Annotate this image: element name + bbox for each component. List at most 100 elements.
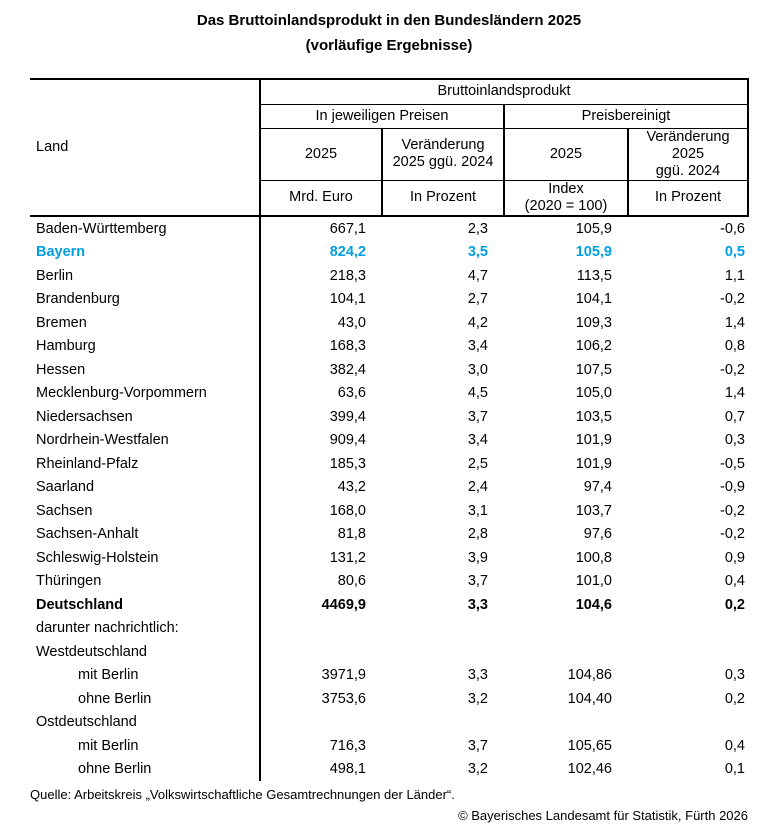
row-value-change-current: 3,2 (467, 761, 488, 778)
row-value-change-current: 3,3 (467, 596, 488, 613)
row-value-mrd-euro: 81,8 (337, 526, 366, 543)
table-row: darunter nachrichtlich: (30, 616, 748, 641)
row-value-change-current: 3,1 (467, 502, 488, 519)
source-note: Quelle: Arbeitskreis „Volkswirtschaftlic… (30, 787, 455, 802)
row-value-change-current: 3,4 (467, 432, 488, 449)
table-row: Saarland 43,2 2,4 97,4 -0,9 (30, 475, 748, 499)
row-value-change-real: 0,4 (724, 737, 745, 754)
change-current-line-1: Veränderung (401, 137, 485, 153)
row-value-index: 105,0 (575, 385, 612, 402)
table-row: Berlin 218,3 4,7 113,5 1,1 (30, 264, 748, 288)
row-label-land: Schleswig-Holstein (30, 546, 261, 570)
row-value-mrd-euro: 382,4 (329, 361, 366, 378)
table-row: mit Berlin 3971,9 3,3 104,86 0,3 (30, 663, 748, 687)
row-value-index: 113,5 (576, 267, 612, 284)
row-value-change-real: 0,3 (724, 667, 745, 684)
row-value-change-real: -0,2 (720, 291, 745, 308)
row-value-change-real: -0,2 (720, 361, 745, 378)
row-value-index (504, 711, 628, 735)
table-row: Sachsen 168,0 3,1 103,7 -0,2 (30, 499, 748, 523)
row-value-index: 104,86 (567, 667, 612, 684)
row-value-change-current: 2,8 (467, 526, 488, 543)
row-label-land: Baden-Württemberg (30, 216, 261, 241)
row-value-index: 106,2 (575, 338, 612, 355)
row-value-change-current: 3,2 (467, 690, 488, 707)
row-value-index: 105,9 (575, 220, 612, 237)
row-value-change-real: 0,2 (724, 596, 745, 613)
row-value-change-current: 2,5 (467, 455, 488, 472)
row-value-index: 104,6 (575, 596, 612, 613)
table-row: Bayern 824,2 3,5 105,9 0,5 (30, 240, 748, 264)
row-value-mrd-euro: 824,2 (329, 244, 366, 261)
row-value-mrd-euro (260, 711, 382, 735)
unit-index-line-2: (2020 = 100) (524, 197, 608, 214)
row-value-index: 104,1 (575, 291, 612, 308)
row-label-land: mit Berlin (30, 663, 261, 687)
table-row: ohne Berlin 3753,6 3,2 104,40 0,2 (30, 687, 748, 711)
row-label-land: Hamburg (30, 334, 261, 358)
title-line-1: Das Bruttoinlandsprodukt in den Bundeslä… (196, 12, 582, 29)
change-real-line-1: Veränderung 2025 (646, 128, 730, 162)
table-row: Westdeutschland (30, 640, 748, 664)
row-label-land: Brandenburg (30, 287, 261, 311)
row-value-mrd-euro: 104,1 (329, 291, 366, 308)
table-row: Baden-Württemberg 667,1 2,3 105,9 -0,6 (30, 216, 748, 241)
col-header-change-current: Veränderung 2025 ggü. 2024 (382, 128, 505, 181)
row-value-index: 109,3 (575, 314, 612, 331)
table-row: Hamburg 168,3 3,4 106,2 0,8 (30, 334, 748, 358)
row-label-land: Berlin (30, 264, 261, 288)
row-value-index: 103,7 (575, 502, 612, 519)
row-value-change-real: 0,7 (724, 408, 745, 425)
row-value-mrd-euro: 667,1 (329, 220, 366, 237)
row-value-mrd-euro (260, 640, 382, 664)
row-value-index: 104,40 (567, 690, 612, 707)
row-value-index: 105,9 (575, 244, 612, 261)
row-value-mrd-euro: 185,3 (329, 455, 366, 472)
col-header-group-bip: Bruttoinlandsprodukt (260, 79, 749, 105)
row-value-change-current (382, 617, 504, 641)
table-row: mit Berlin 716,3 3,7 105,65 0,4 (30, 734, 748, 758)
row-label-land: Sachsen (30, 499, 261, 523)
row-value-change-real: 1,4 (724, 385, 745, 402)
row-value-mrd-euro (260, 617, 382, 641)
row-value-index: 102,46 (567, 761, 612, 778)
row-label-land: Nordrhein-Westfalen (30, 428, 261, 452)
table-row: Bremen 43,0 4,2 109,3 1,4 (30, 311, 748, 335)
col-header-unit-percent-real: In Prozent (628, 180, 749, 217)
row-value-change-current: 2,3 (467, 220, 488, 237)
row-value-mrd-euro: 399,4 (329, 408, 366, 425)
row-value-change-current: 2,7 (467, 291, 488, 308)
row-value-mrd-euro: 3753,6 (321, 690, 366, 707)
row-value-change-real: -0,2 (720, 526, 745, 543)
row-value-index: 101,0 (575, 573, 612, 590)
copyright-note: © Bayerisches Landesamt für Statistik, F… (458, 808, 748, 823)
title-line-2: (vorläufige Ergebnisse) (305, 37, 473, 54)
row-value-mrd-euro: 498,1 (329, 761, 366, 778)
row-label-land: Mecklenburg-Vorpommern (30, 381, 261, 405)
row-value-index: 100,8 (575, 549, 612, 566)
row-value-mrd-euro: 63,6 (337, 385, 366, 402)
row-value-change-current: 3,7 (467, 573, 488, 590)
row-value-change-current: 3,7 (467, 408, 488, 425)
row-label-land: Westdeutschland (30, 640, 261, 664)
row-value-index: 101,9 (575, 455, 612, 472)
col-header-price-adjusted: Preisbereinigt (504, 104, 749, 129)
row-value-change-current: 3,4 (467, 338, 488, 355)
col-header-unit-mrd-euro: Mrd. Euro (260, 180, 383, 217)
col-header-unit-percent-current: In Prozent (382, 180, 505, 217)
row-value-mrd-euro: 3971,9 (321, 667, 366, 684)
row-value-change-current: 3,9 (467, 549, 488, 566)
row-label-land: Ostdeutschland (30, 710, 261, 734)
row-value-change-real: -0,5 (720, 455, 745, 472)
table-row: Sachsen-Anhalt 81,8 2,8 97,6 -0,2 (30, 522, 748, 546)
unit-index-line-1: Index (548, 180, 584, 197)
row-value-mrd-euro: 4469,9 (321, 596, 366, 613)
row-value-index: 97,6 (583, 526, 612, 543)
table-row: Rheinland-Pfalz 185,3 2,5 101,9 -0,5 (30, 452, 748, 476)
row-value-mrd-euro: 218,3 (329, 267, 366, 284)
page-title: Das Bruttoinlandsprodukt in den Bundeslä… (0, 8, 778, 58)
row-label-land: darunter nachrichtlich: (30, 616, 261, 640)
col-header-current-prices: In jeweiligen Preisen (260, 104, 505, 129)
table-row: Ostdeutschland (30, 710, 748, 735)
row-value-change-current: 4,7 (467, 267, 488, 284)
